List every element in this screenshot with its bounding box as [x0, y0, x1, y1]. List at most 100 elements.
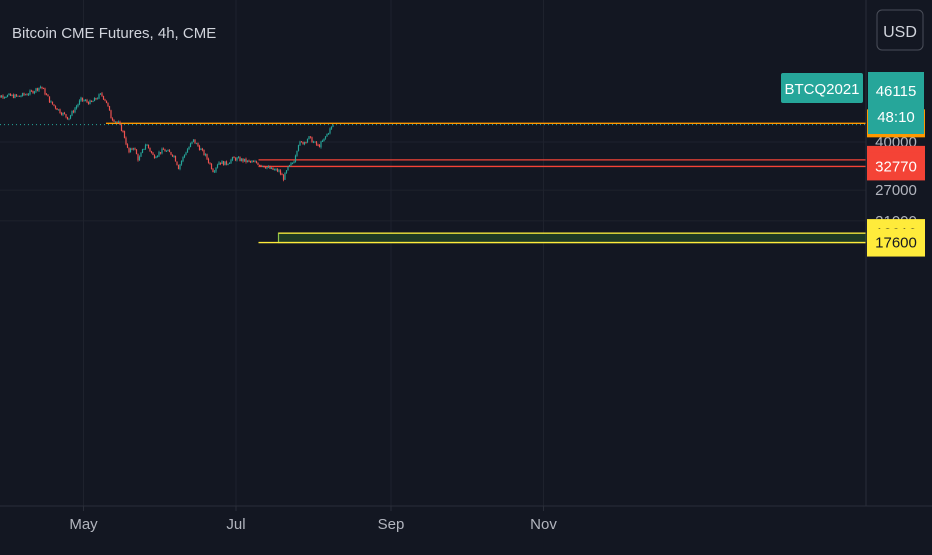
- candle-body: [86, 100, 88, 102]
- candle-body: [188, 147, 190, 150]
- candle-body: [98, 94, 100, 99]
- candle-body: [251, 161, 253, 163]
- candle-body: [303, 142, 306, 145]
- candle-body: [24, 94, 27, 96]
- candle-body: [132, 148, 135, 150]
- candle-body: [194, 139, 196, 144]
- candle-body: [71, 111, 73, 116]
- candle-body: [315, 141, 318, 145]
- candle-body: [156, 155, 159, 158]
- candle-body: [203, 149, 205, 156]
- candle-body: [207, 158, 210, 163]
- candle-body: [83, 100, 85, 102]
- candle-body: [236, 157, 238, 161]
- time-axis-ticks[interactable]: May Jul Sep Nov: [69, 506, 557, 533]
- candle-body: [119, 121, 121, 125]
- candle-body: [240, 158, 243, 161]
- candle-body: [302, 141, 304, 145]
- candle-body: [309, 136, 312, 138]
- candle-body: [243, 158, 246, 162]
- candle-body: [158, 152, 160, 156]
- candle-body: [5, 96, 7, 98]
- candle-body: [89, 100, 91, 105]
- candle-body: [134, 148, 136, 150]
- candle-body: [323, 138, 325, 141]
- candle-body: [41, 86, 43, 89]
- candle-body: [260, 165, 262, 167]
- candle-body: [168, 150, 171, 153]
- chart-title: Bitcoin CME Futures, 4h, CME: [12, 25, 216, 42]
- candle-body: [108, 106, 111, 111]
- candle-body: [183, 154, 186, 157]
- time-tick-label: Jul: [226, 516, 245, 533]
- candle-body: [306, 139, 309, 143]
- candle-body: [27, 94, 30, 96]
- candle-body: [20, 96, 22, 98]
- candle-body: [174, 155, 177, 162]
- candle-body: [165, 150, 168, 152]
- candle-body: [12, 94, 15, 98]
- candle-body: [176, 161, 178, 166]
- candle-body: [237, 157, 240, 159]
- candle-body: [200, 149, 202, 151]
- candle-body: [153, 155, 156, 159]
- zones-layer: [277, 232, 867, 244]
- candle-body: [270, 167, 273, 169]
- candle-body: [267, 166, 270, 168]
- price-tick-label: 27000: [875, 182, 917, 199]
- candle-body: [182, 156, 184, 161]
- candle-body: [56, 108, 58, 111]
- candle-body: [68, 118, 70, 120]
- candle-body: [291, 163, 294, 165]
- candle-body: [2, 95, 4, 98]
- candle-body: [332, 125, 334, 127]
- candle-body: [26, 94, 28, 96]
- candle-body: [75, 106, 78, 109]
- candle-body: [186, 149, 189, 153]
- candle-body: [305, 142, 307, 144]
- candle-body: [107, 103, 109, 107]
- candle-body: [62, 112, 64, 115]
- candle-body: [48, 96, 51, 103]
- candle-body: [101, 93, 103, 97]
- candle-body: [36, 88, 39, 91]
- demand-zone: [277, 232, 867, 244]
- candle-body: [164, 149, 166, 152]
- candle-body: [170, 152, 172, 155]
- level-price-tag: [867, 152, 925, 181]
- candle-body: [317, 144, 319, 146]
- candle-body: [329, 128, 331, 134]
- candle-body: [201, 149, 204, 151]
- candle-body: [146, 144, 148, 146]
- candle-body: [285, 170, 288, 173]
- candle-body: [177, 165, 180, 170]
- currency-button[interactable]: USD: [876, 9, 924, 51]
- candle-body: [167, 150, 169, 152]
- candle-body: [131, 148, 133, 150]
- candle-body: [269, 166, 271, 169]
- candle-body: [324, 136, 327, 139]
- candle-body: [245, 158, 247, 162]
- candle-body: [228, 162, 231, 164]
- candle-body: [155, 157, 157, 159]
- candle-body: [191, 141, 193, 144]
- candle-body: [296, 150, 298, 156]
- candle-body: [275, 169, 277, 171]
- candle-body: [126, 144, 129, 148]
- candle-body: [38, 87, 40, 91]
- candle-body: [59, 109, 61, 113]
- candle-body: [65, 114, 67, 117]
- candle-body: [227, 163, 229, 165]
- candle-body: [96, 98, 99, 100]
- candle-body: [45, 94, 48, 96]
- candle-body: [80, 97, 82, 101]
- candle-body: [327, 133, 330, 135]
- candle-body: [21, 93, 24, 97]
- candle-body: [210, 163, 213, 169]
- candle-body: [159, 152, 162, 154]
- candle-body: [219, 162, 222, 164]
- candle-body: [102, 96, 105, 100]
- candle-body: [60, 112, 63, 115]
- candle-body: [125, 137, 127, 145]
